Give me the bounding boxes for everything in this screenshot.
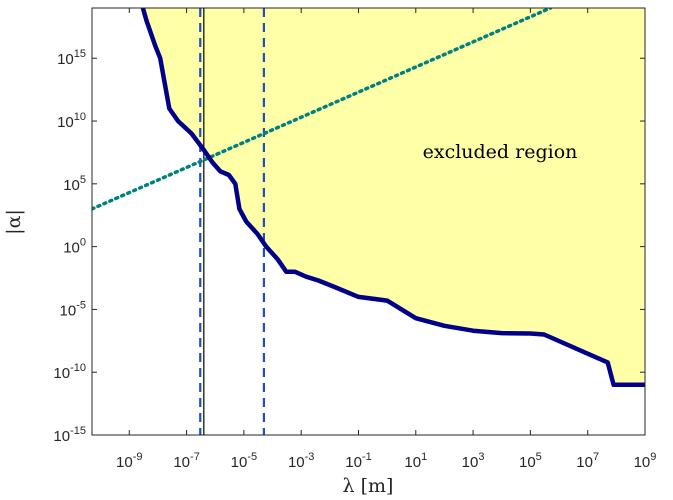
exclusion-boundary-curve bbox=[140, 8, 645, 388]
x-tick-label: 103 bbox=[462, 451, 485, 471]
x-tick-label: 10-3 bbox=[288, 451, 314, 471]
x-tick-label: 10-5 bbox=[231, 451, 257, 471]
y-tick-label: 1015 bbox=[57, 48, 86, 68]
y-tick-label: 1010 bbox=[57, 111, 86, 131]
plot-frame bbox=[91, 7, 646, 436]
axes: 10-9 10-7 10-5 10-3 10-1 101 103 105 107 109 10-15… bbox=[53, 8, 656, 471]
plot-area bbox=[92, 8, 645, 435]
x-axis-label: λ [m] bbox=[343, 475, 394, 497]
excluded-region-fill bbox=[142, 8, 645, 385]
x-tick-label: 107 bbox=[576, 451, 599, 471]
y-tick-label: 100 bbox=[63, 237, 86, 257]
x-tick-label: 105 bbox=[519, 451, 542, 471]
x-tick-label: 10-7 bbox=[173, 451, 199, 471]
y-tick-label: 10-10 bbox=[53, 362, 86, 382]
annotation-excluded-region: excluded region bbox=[423, 141, 578, 163]
x-tick-label: 109 bbox=[634, 451, 657, 471]
x-tick-label: 101 bbox=[404, 451, 427, 471]
y-tick-label: 10-5 bbox=[60, 299, 86, 319]
y-axis-label: |α| bbox=[3, 209, 25, 235]
y-tick-label: 10-15 bbox=[53, 425, 86, 445]
y-tick-label: 105 bbox=[63, 174, 86, 194]
x-tick-label: 10-1 bbox=[345, 451, 371, 471]
prediction-dotted-line bbox=[92, 8, 553, 211]
x-tick-label: 10-9 bbox=[116, 451, 142, 471]
